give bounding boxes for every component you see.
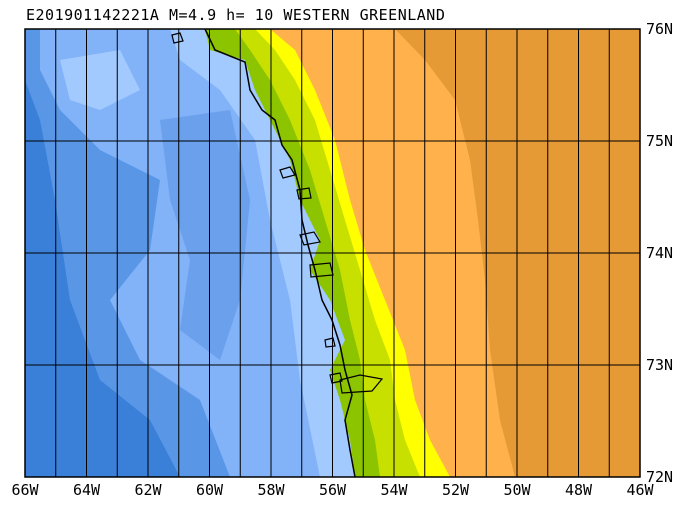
lat-label: 75N bbox=[646, 132, 674, 150]
lon-label: 46W bbox=[626, 481, 654, 499]
graticule bbox=[25, 29, 640, 477]
ocean-mid-patch bbox=[160, 110, 250, 360]
lon-label: 60W bbox=[195, 481, 224, 499]
lon-label: 66W bbox=[11, 481, 39, 499]
map-title: E201901142221A M=4.9 h= 10 WESTERN GREEN… bbox=[26, 6, 446, 24]
lat-label: 72N bbox=[646, 468, 674, 486]
lon-label: 64W bbox=[72, 481, 101, 499]
coastline bbox=[204, 29, 356, 477]
lon-label: 58W bbox=[257, 481, 285, 499]
lon-label: 48W bbox=[564, 481, 593, 499]
lon-label: 56W bbox=[318, 481, 347, 499]
ocean-shallow-west bbox=[60, 50, 140, 110]
lat-label: 76N bbox=[646, 20, 674, 38]
lon-label: 54W bbox=[380, 481, 408, 499]
lon-label: 50W bbox=[503, 481, 531, 499]
map-frame bbox=[24, 28, 641, 478]
lat-label: 73N bbox=[646, 356, 674, 374]
lat-label: 74N bbox=[646, 244, 674, 262]
lon-label: 62W bbox=[134, 481, 162, 499]
lon-label: 52W bbox=[441, 481, 470, 499]
